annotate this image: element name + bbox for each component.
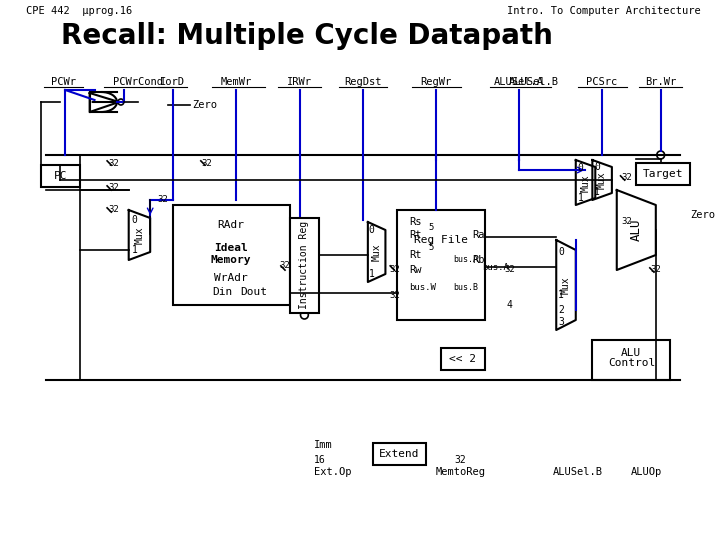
Text: << 2: << 2 [449,354,476,364]
Text: Control: Control [608,358,655,368]
Text: 32: 32 [109,206,120,214]
Text: ALUSel.B: ALUSel.B [553,467,603,477]
Text: PCSrc: PCSrc [587,77,618,87]
Text: IorD: IorD [160,77,185,87]
Text: 16: 16 [314,455,326,465]
Text: Mux: Mux [580,174,590,192]
Text: 1: 1 [558,290,564,300]
Text: Br.Wr: Br.Wr [645,77,676,87]
Text: 32: 32 [504,266,515,274]
Text: Extend: Extend [379,449,419,459]
Text: Reg File: Reg File [414,235,468,245]
FancyBboxPatch shape [289,218,319,313]
Text: Rb: Rb [472,255,485,265]
Text: bus.B: bus.B [453,284,478,293]
Circle shape [118,99,124,105]
Text: Mux: Mux [372,243,382,261]
Text: 32: 32 [455,455,467,465]
Text: RAdr: RAdr [217,220,245,230]
Text: Mux: Mux [561,276,571,294]
Text: Rw: Rw [409,265,421,275]
Text: ALU: ALU [630,219,643,241]
Text: 0: 0 [132,215,138,225]
Text: Memory: Memory [211,255,251,265]
Text: 32: 32 [158,195,168,205]
Text: Din: Din [212,287,233,297]
Text: CPE 442  µprog.16: CPE 442 µprog.16 [26,6,132,16]
Text: IRWr: IRWr [287,77,312,87]
FancyBboxPatch shape [397,210,485,320]
Text: ALUOp: ALUOp [631,467,662,477]
Text: Imm: Imm [314,440,333,450]
Text: Mux: Mux [597,171,607,189]
Text: Intro. To Computer Architecture: Intro. To Computer Architecture [507,6,701,16]
Text: 0: 0 [577,163,584,173]
Text: 0: 0 [558,247,564,257]
Text: 1: 1 [594,187,600,197]
Circle shape [657,151,665,159]
Text: Mux: Mux [135,226,145,244]
Text: Zero: Zero [690,210,715,220]
Text: bus.W: bus.W [409,284,436,293]
Text: Rt: Rt [409,250,421,260]
FancyBboxPatch shape [173,205,289,305]
Text: PCWr: PCWr [51,77,76,87]
Text: Ideal: Ideal [215,243,248,253]
Text: 32: 32 [650,266,661,274]
Text: ALU: ALU [621,348,642,358]
Text: 1: 1 [369,269,374,279]
Text: ALUSel.B: ALUSel.B [509,77,559,87]
Text: PCWrCond: PCWrCond [114,77,163,87]
Text: bus.A: bus.A [453,255,478,265]
Text: Rt: Rt [409,230,421,240]
FancyBboxPatch shape [373,443,426,465]
Text: Zero: Zero [192,100,217,110]
FancyBboxPatch shape [636,163,690,185]
Text: MemtoReg: MemtoReg [436,467,485,477]
Text: 2: 2 [558,305,564,315]
Text: bus.A: bus.A [482,262,509,272]
Text: Rs: Rs [409,217,421,227]
Text: 32: 32 [109,159,120,167]
Text: 0: 0 [594,162,600,172]
Text: 32: 32 [202,159,212,167]
Text: 32: 32 [279,260,290,269]
FancyBboxPatch shape [41,165,80,187]
Text: Target: Target [642,169,683,179]
Text: Ra: Ra [472,230,485,240]
Circle shape [300,311,308,319]
Text: Recall: Multiple Cycle Datapath: Recall: Multiple Cycle Datapath [60,22,553,50]
Text: 32: 32 [621,173,632,183]
Text: 1: 1 [132,245,138,255]
Text: 32: 32 [390,291,400,300]
Text: PC: PC [53,171,67,181]
Text: Dout: Dout [240,287,267,297]
Text: RegDst: RegDst [344,77,382,87]
Text: 32: 32 [390,266,400,274]
Text: 32: 32 [621,218,632,226]
Text: 5: 5 [428,244,434,253]
Text: Instruction Reg: Instruction Reg [300,221,310,309]
Text: Ext.Op: Ext.Op [314,467,351,477]
Text: 4: 4 [506,300,513,310]
Text: 5: 5 [428,224,434,233]
Text: ALUSel.A: ALUSel.A [494,77,544,87]
Text: 32: 32 [109,184,120,192]
Text: 0: 0 [369,225,374,235]
Text: RegWr: RegWr [420,77,452,87]
FancyBboxPatch shape [441,348,485,370]
Text: 3: 3 [558,317,564,327]
Text: 1: 1 [577,193,584,203]
Text: WrAdr: WrAdr [215,273,248,283]
Text: MemWr: MemWr [220,77,252,87]
FancyBboxPatch shape [593,340,670,380]
